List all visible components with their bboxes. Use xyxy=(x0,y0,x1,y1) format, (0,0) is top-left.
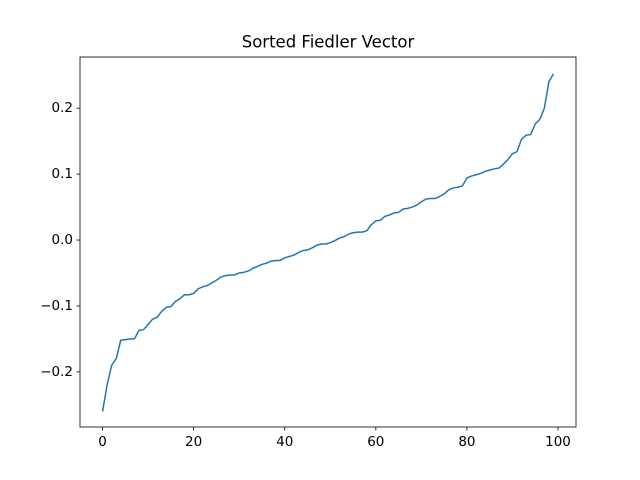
chart-title: Sorted Fiedler Vector xyxy=(242,33,415,52)
y-tick-label: −0.1 xyxy=(40,298,73,314)
y-tick-label: 0.1 xyxy=(52,166,73,182)
x-tick-label: 40 xyxy=(276,434,293,450)
line-series xyxy=(101,73,555,412)
x-tick-label: 60 xyxy=(367,434,384,450)
x-tick-label: 80 xyxy=(458,434,475,450)
x-tick-label: 100 xyxy=(545,434,571,450)
plot-frame xyxy=(79,56,577,428)
x-tick-label: 20 xyxy=(185,434,202,450)
y-tick-label: 0.0 xyxy=(52,232,73,248)
y-tick-label: −0.2 xyxy=(40,364,73,380)
x-tick-label: 0 xyxy=(98,434,107,450)
y-tick-label: 0.2 xyxy=(52,100,73,116)
